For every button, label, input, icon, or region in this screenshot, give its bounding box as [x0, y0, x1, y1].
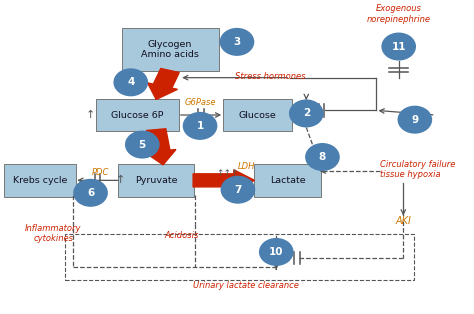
Ellipse shape	[398, 106, 432, 134]
Text: 3: 3	[233, 37, 241, 47]
Text: 8: 8	[319, 152, 326, 162]
Text: 2: 2	[303, 108, 310, 118]
Text: 11: 11	[392, 41, 406, 51]
Text: 9: 9	[411, 115, 419, 125]
Ellipse shape	[113, 68, 148, 96]
FancyArrow shape	[147, 68, 179, 100]
Text: ↑↑↑: ↑↑↑	[217, 169, 239, 178]
Ellipse shape	[125, 131, 160, 159]
Text: Acidosis: Acidosis	[164, 231, 199, 240]
FancyBboxPatch shape	[255, 164, 321, 197]
Text: LDH: LDH	[237, 162, 255, 171]
Text: ↑: ↑	[116, 175, 125, 185]
Bar	[65, 234, 414, 280]
Text: Glucose: Glucose	[239, 111, 277, 120]
Text: Stress hormones: Stress hormones	[235, 72, 305, 81]
Text: ↑: ↑	[85, 110, 95, 120]
FancyBboxPatch shape	[121, 28, 219, 72]
FancyBboxPatch shape	[96, 99, 179, 131]
Text: Exogenous
norepinephrine: Exogenous norepinephrine	[367, 4, 431, 24]
Text: 7: 7	[234, 185, 242, 195]
Text: Circulatory failure
tissue hypoxia: Circulatory failure tissue hypoxia	[380, 160, 456, 179]
FancyBboxPatch shape	[4, 164, 75, 197]
Ellipse shape	[305, 143, 340, 171]
FancyBboxPatch shape	[118, 164, 194, 197]
FancyArrow shape	[193, 170, 255, 191]
Text: 1: 1	[196, 121, 204, 131]
FancyArrow shape	[145, 129, 176, 165]
Text: 6: 6	[87, 188, 94, 198]
Text: 5: 5	[139, 139, 146, 149]
Ellipse shape	[220, 176, 255, 204]
Text: Glycogen
Amino acids: Glycogen Amino acids	[141, 40, 199, 59]
Text: AKI: AKI	[395, 216, 411, 226]
Ellipse shape	[289, 100, 324, 127]
Ellipse shape	[382, 33, 416, 61]
Text: Urinary lactate clearance: Urinary lactate clearance	[193, 281, 299, 290]
Text: 4: 4	[127, 77, 135, 87]
Text: Krebs cycle: Krebs cycle	[12, 176, 67, 185]
Text: Inflammatory
cytokines: Inflammatory cytokines	[25, 224, 82, 243]
Text: Pyruvate: Pyruvate	[135, 176, 177, 185]
FancyBboxPatch shape	[223, 99, 292, 131]
Text: G6Pase: G6Pase	[184, 98, 216, 107]
Ellipse shape	[73, 179, 108, 207]
Text: 10: 10	[269, 247, 283, 257]
Text: Lactate: Lactate	[270, 176, 306, 185]
Ellipse shape	[219, 28, 255, 56]
Ellipse shape	[259, 238, 293, 266]
Text: Glucose 6P: Glucose 6P	[111, 111, 164, 120]
Ellipse shape	[182, 112, 218, 140]
Text: PDC: PDC	[92, 168, 109, 177]
